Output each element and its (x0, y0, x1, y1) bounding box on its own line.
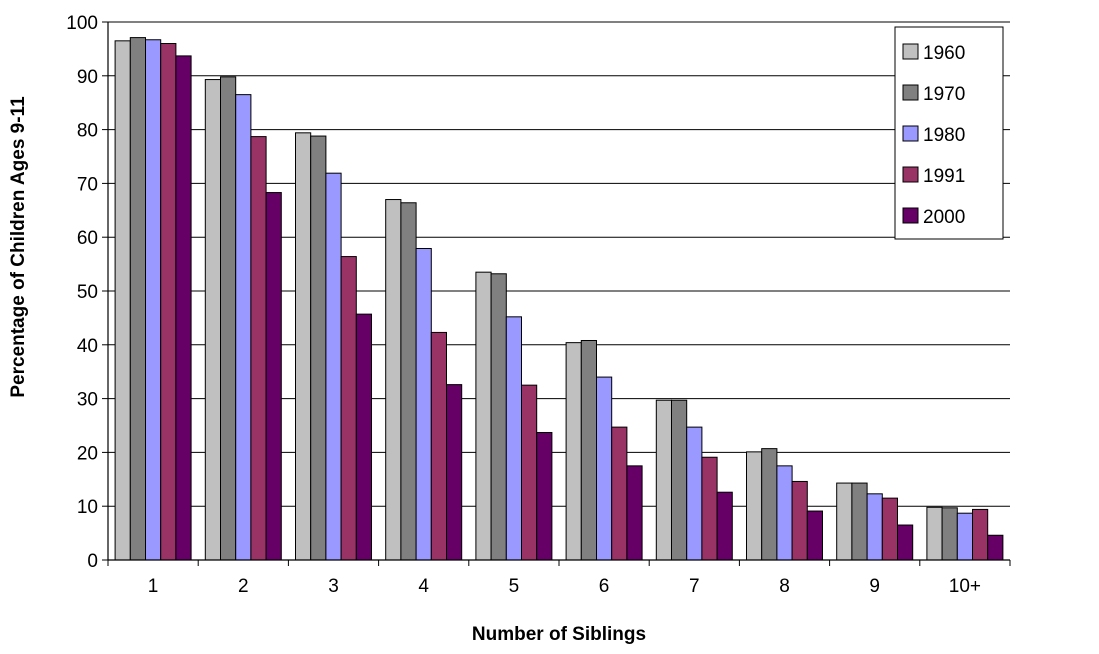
legend-swatch (902, 125, 919, 142)
bar (325, 172, 342, 561)
x-tick-label: 3 (328, 576, 339, 597)
y-tick-label: 80 (77, 121, 98, 142)
y-tick-label: 30 (77, 390, 98, 411)
bar (235, 94, 252, 561)
x-axis-title: Number of Siblings (472, 624, 646, 645)
bar (415, 247, 432, 561)
bar (580, 339, 597, 561)
bar (175, 55, 192, 561)
bar (446, 384, 463, 561)
y-tick-label: 40 (77, 336, 98, 357)
x-tick-label: 8 (779, 576, 790, 597)
bar (400, 202, 417, 561)
bar (866, 493, 883, 561)
legend-swatch (902, 43, 919, 60)
bar (626, 465, 643, 561)
bar (686, 426, 703, 561)
bar (897, 524, 914, 561)
y-tick-label: 10 (77, 497, 98, 518)
bars (114, 37, 1004, 561)
bar (881, 497, 898, 561)
bar (490, 273, 507, 561)
bar (430, 331, 447, 561)
legend-label: 1991 (923, 166, 965, 187)
bar (776, 465, 793, 561)
bar (791, 480, 808, 561)
bar (475, 271, 492, 561)
bar (129, 37, 147, 561)
x-tick-label: 2 (238, 576, 249, 597)
y-tick-label: 50 (77, 282, 98, 303)
bar (114, 40, 131, 561)
y-tick-label: 60 (77, 228, 98, 249)
bar (310, 135, 327, 561)
x-tick-label: 1 (148, 576, 159, 597)
bar (851, 482, 868, 561)
bar (565, 342, 582, 561)
y-tick-label: 20 (77, 443, 98, 464)
bar (536, 431, 553, 561)
legend-label: 2000 (923, 207, 965, 228)
legend-label: 1960 (923, 43, 965, 64)
legend-swatch (902, 84, 919, 101)
bar (596, 376, 613, 561)
bar (716, 491, 733, 561)
y-tick-label: 100 (66, 13, 98, 34)
x-tick-label: 10+ (949, 576, 981, 597)
bar (987, 534, 1004, 561)
bar (761, 448, 778, 561)
bar (701, 456, 718, 561)
bar (250, 136, 267, 561)
y-tick-label: 90 (77, 67, 98, 88)
bar (160, 43, 177, 561)
x-tick-label: 9 (869, 576, 880, 597)
bar (385, 199, 402, 561)
bar (145, 39, 162, 561)
bar (972, 508, 989, 561)
x-tick-label: 6 (599, 576, 610, 597)
bar (295, 132, 312, 561)
bar (220, 76, 237, 561)
bar (611, 426, 628, 561)
bar (204, 79, 222, 561)
legend-swatch (902, 166, 919, 183)
bar (655, 399, 672, 561)
legend-swatch (902, 207, 919, 224)
bar (941, 507, 958, 561)
axes: 0 10 20 30 40 50 60 70 80 90 100 1 2 3 4 5 6 7 8 9 10+ (66, 13, 1011, 597)
legend: 1960 1970 1980 1991 2000 (894, 26, 1004, 240)
y-axis-title: Percentage of Children Ages 9-11 (8, 96, 29, 398)
bar (746, 451, 763, 561)
legend-label: 1970 (923, 84, 965, 105)
bar (956, 512, 973, 561)
bar (926, 506, 943, 561)
y-tick-label: 0 (87, 551, 98, 572)
x-tick-label: 5 (509, 576, 520, 597)
bar (806, 510, 823, 561)
x-tick-label: 7 (689, 576, 700, 597)
bar (340, 256, 357, 561)
bar (265, 192, 282, 561)
bar (836, 482, 853, 561)
x-tick-label: 4 (418, 576, 429, 597)
y-tick-label: 70 (77, 174, 98, 195)
legend-label: 1980 (923, 125, 965, 146)
bar (671, 399, 688, 561)
bar (505, 316, 522, 561)
bar (355, 313, 372, 561)
bar (521, 384, 538, 561)
